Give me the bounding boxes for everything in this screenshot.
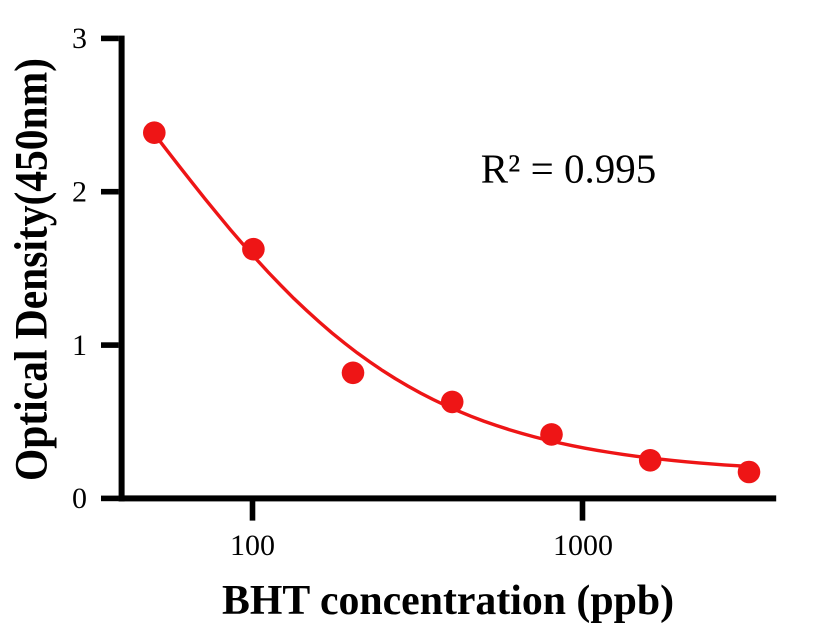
svg-text:0: 0 <box>72 482 87 515</box>
svg-text:BHT concentration (ppb): BHT concentration (ppb) <box>222 577 674 624</box>
svg-text:1000: 1000 <box>553 529 613 562</box>
svg-text:3: 3 <box>72 22 87 55</box>
svg-text:2: 2 <box>72 176 87 209</box>
svg-text:1: 1 <box>72 329 87 362</box>
svg-text:R² = 0.995: R² = 0.995 <box>481 146 657 192</box>
svg-text:Optical Density(450nm): Optical Density(450nm) <box>6 58 58 481</box>
svg-text:100: 100 <box>230 529 275 562</box>
